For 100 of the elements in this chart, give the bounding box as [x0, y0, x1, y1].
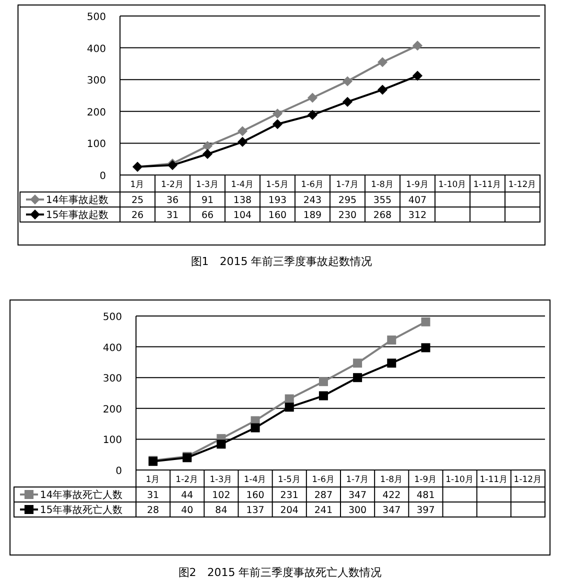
point	[216, 440, 226, 449]
data-label: 104	[233, 210, 252, 221]
x-tick-label: 1-7月	[346, 475, 369, 485]
point	[238, 126, 248, 136]
data-label: 160	[268, 210, 287, 221]
data-label: 28	[146, 505, 160, 516]
x-tick-label: 1-3月	[196, 180, 219, 190]
x-tick-label: 1月	[146, 475, 160, 485]
x-tick-label: 1-12月	[514, 475, 542, 485]
point	[412, 70, 422, 81]
x-tick-label: 1-4月	[231, 180, 254, 190]
x-tick-label: 1-12月	[508, 180, 537, 190]
y-tick-label: 200	[86, 107, 106, 118]
data-label: 25	[131, 195, 144, 206]
y-tick-label: 300	[86, 76, 106, 87]
x-tick-label: 1-10月	[438, 180, 467, 190]
point	[284, 402, 294, 412]
y-tick-label: 0	[100, 171, 106, 182]
y-tick-label: 200	[102, 404, 122, 416]
data-label: 66	[201, 210, 214, 221]
data-label: 36	[166, 195, 179, 206]
point	[272, 119, 282, 130]
data-label: 40	[181, 505, 194, 516]
x-tick-label: 1-6月	[301, 180, 324, 190]
y-tick-label: 400	[86, 44, 106, 55]
data-label: 137	[246, 505, 264, 516]
point	[378, 84, 388, 95]
x-tick-label: 1-5月	[266, 180, 289, 190]
data-label: 26	[131, 210, 144, 221]
data-label: 295	[338, 195, 357, 206]
x-tick-label: 1-9月	[414, 475, 438, 485]
point	[238, 136, 248, 147]
data-label: 193	[268, 195, 287, 206]
point	[378, 57, 388, 68]
legend-label: 15年事故死亡人数	[40, 504, 123, 516]
data-label: 204	[280, 505, 298, 516]
data-label: 102	[212, 490, 230, 501]
point	[318, 377, 328, 386]
point	[342, 76, 352, 86]
x-tick-label: 1-5月	[278, 475, 301, 485]
y-tick-label: 500	[102, 312, 122, 323]
data-label: 243	[303, 195, 322, 206]
data-label: 31	[166, 210, 179, 221]
x-tick-label: 1-2月	[161, 180, 184, 190]
point	[308, 92, 318, 103]
data-label: 138	[233, 195, 252, 206]
point	[421, 343, 430, 352]
data-label: 84	[215, 505, 228, 516]
text: 图1 2015 年前三季度事故起数情况	[190, 255, 372, 268]
data-label: 268	[373, 210, 392, 221]
legend-label: 15年事故起数	[46, 209, 109, 221]
x-tick-label: 1-11月	[473, 180, 502, 190]
data-label: 347	[382, 505, 401, 516]
x-tick-label: 1-2月	[176, 475, 199, 485]
x-tick-label: 1-8月	[380, 475, 404, 485]
data-label: 397	[416, 505, 435, 516]
x-tick-label: 1-9月	[406, 180, 429, 190]
data-label: 189	[303, 210, 322, 221]
point	[342, 96, 352, 107]
data-label: 407	[408, 195, 427, 206]
point	[202, 149, 212, 160]
data-label: 31	[146, 490, 160, 501]
y-tick-label: 100	[86, 139, 106, 150]
x-tick-label: 1-8月	[371, 180, 394, 190]
data-label: 91	[201, 195, 214, 206]
y-tick-label: 300	[102, 374, 122, 385]
x-tick-label: 1-10月	[446, 475, 474, 485]
data-label: 355	[373, 195, 392, 206]
text: 图2 2015 年前三季度事故死亡人数情况	[178, 566, 382, 579]
data-label: 160	[246, 490, 264, 501]
point	[353, 373, 362, 382]
point	[308, 110, 318, 120]
point	[318, 391, 328, 400]
data-label: 312	[408, 210, 427, 221]
x-tick-label: 1-6月	[312, 475, 335, 485]
x-tick-label: 1月	[130, 180, 145, 190]
point	[272, 108, 282, 119]
point	[412, 40, 422, 51]
point	[353, 358, 362, 368]
y-tick-label: 400	[102, 342, 122, 354]
data-label: 347	[348, 490, 367, 501]
point	[250, 423, 260, 432]
data-label: 481	[416, 490, 435, 501]
data-label: 231	[280, 490, 298, 501]
x-tick-label: 1-3月	[210, 475, 233, 485]
data-label: 422	[382, 490, 401, 501]
legend-label: 14年事故死亡人数	[40, 489, 123, 501]
x-tick-label: 1-11月	[480, 475, 508, 485]
legend-label: 14年事故起数	[46, 194, 109, 206]
x-tick-label: 1-4月	[244, 475, 267, 485]
data-label: 300	[348, 505, 367, 516]
y-tick-label: 500	[86, 12, 106, 23]
point	[387, 358, 396, 368]
point	[387, 336, 396, 345]
y-tick-label: 100	[102, 435, 122, 446]
data-label: 44	[181, 490, 194, 501]
y-tick-label: 0	[116, 466, 122, 477]
point	[202, 141, 212, 152]
data-label: 241	[314, 505, 333, 516]
data-label: 230	[338, 210, 357, 221]
